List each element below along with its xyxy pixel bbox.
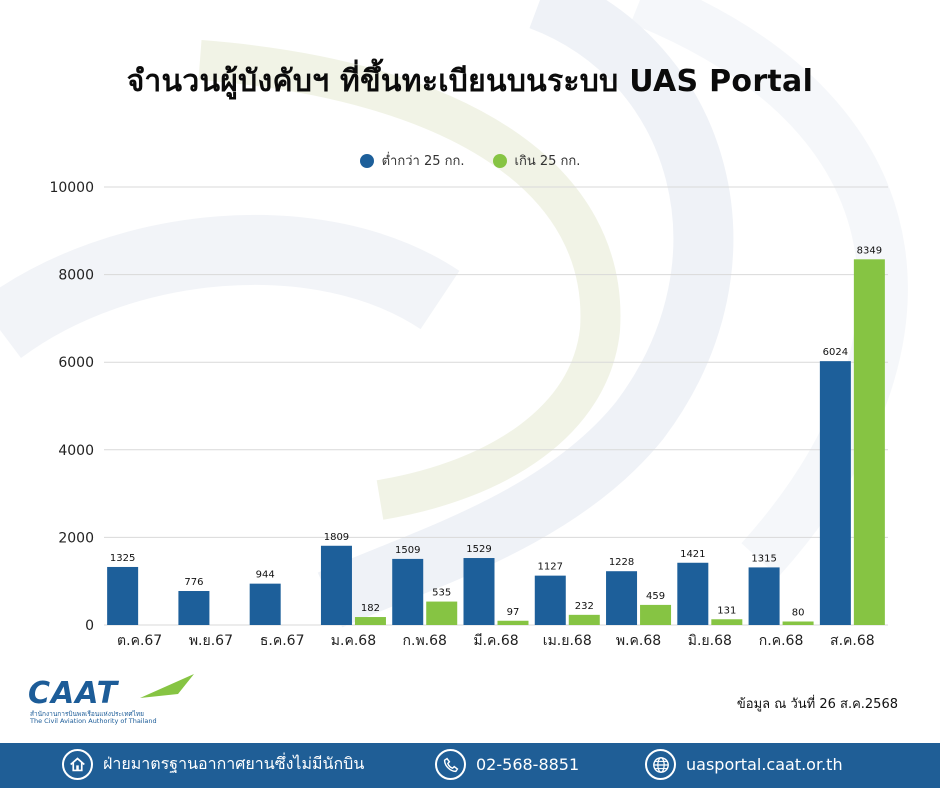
footer-phone-number[interactable]: 02-568-8851 (476, 755, 580, 774)
data-label-series-2: 8349 (857, 245, 882, 256)
legend-label-series-2: เกิน 25 กก. (514, 154, 581, 169)
logo-subtitle-thai: สำนักงานการบินพลเรือนแห่งประเทศไทย (30, 710, 144, 718)
bar-series-1 (819, 361, 851, 625)
bar-series-2 (568, 614, 600, 625)
footer-website[interactable]: uasportal.caat.or.th (645, 749, 843, 780)
data-label-series-1: 944 (256, 570, 275, 581)
x-tick-label: มิ.ย.68 (688, 633, 732, 649)
data-label-series-1: 776 (184, 577, 203, 588)
logo-wordmark: CAAT (28, 676, 119, 711)
x-tick-label: ก.ค.68 (759, 633, 804, 649)
data-label-series-1: 1809 (324, 532, 349, 543)
data-label-series-2: 459 (646, 591, 665, 602)
data-label-series-2: 131 (717, 605, 736, 616)
data-label-series-1: 1421 (680, 549, 705, 560)
bar-series-1 (320, 545, 352, 625)
y-tick-label: 8000 (58, 268, 94, 284)
phone-icon (435, 749, 466, 780)
bar-series-1 (178, 591, 210, 625)
footer-phone[interactable]: 02-568-8851 (435, 749, 579, 780)
y-tick-label: 0 (85, 618, 94, 634)
x-tick-label: พ.ค.68 (616, 633, 661, 649)
bar-series-1 (463, 558, 495, 625)
legend-item-series-1: ต่ำกว่า 25 กก. (359, 150, 465, 171)
x-tick-label: ต.ค.67 (117, 633, 162, 649)
legend-label-series-1: ต่ำกว่า 25 กก. (381, 154, 465, 169)
bar-series-2 (853, 259, 885, 625)
x-tick-label: ม.ค.68 (331, 633, 376, 649)
data-label-series-1: 1315 (751, 553, 776, 564)
data-label-series-2: 182 (361, 603, 380, 614)
caat-logo: CAAT สำนักงานการบินพลเรือนแห่งประเทศไทย … (28, 674, 194, 726)
bar-series-1 (748, 567, 780, 625)
bar-series-1 (677, 562, 709, 625)
data-source-note: ข้อมูล ณ วันที่ 26 ส.ค.2568 (736, 697, 898, 712)
bar-series-1 (534, 575, 566, 625)
y-tick-label: 10000 (49, 180, 94, 196)
x-tick-label: เม.ย.68 (543, 633, 592, 649)
bar-series-1 (606, 571, 638, 625)
x-tick-label: พ.ย.67 (189, 633, 233, 649)
footer-bar: ฝ่ายมาตรฐานอากาศยานซึ่งไม่มีนักบิน 02-56… (0, 743, 940, 788)
bar-series-2 (640, 604, 672, 625)
data-label-series-2: 535 (432, 588, 451, 599)
x-tick-label: ก.พ.68 (403, 633, 447, 649)
bar-series-2 (426, 601, 458, 625)
globe-icon (645, 749, 676, 780)
data-label-series-1: 6024 (823, 347, 848, 358)
bar-series-1 (392, 558, 424, 625)
data-label-series-1: 1127 (538, 562, 563, 573)
bar-series-2 (782, 621, 814, 625)
footer-department-label: ฝ่ายมาตรฐานอากาศยานซึ่งไม่มีนักบิน (103, 754, 365, 773)
data-label-series-2: 97 (507, 607, 520, 618)
chart-legend: ต่ำกว่า 25 กก. เกิน 25 กก. (0, 150, 940, 171)
bar-series-2 (497, 620, 529, 625)
bar-chart: 0 2000 4000 6000 8000 10000 ต.ค.67 1325 พ.ย.67 77… (49, 180, 888, 649)
y-tick-label: 2000 (58, 530, 94, 546)
bar-series-1 (107, 566, 139, 625)
data-label-series-1: 1325 (110, 553, 135, 564)
home-icon (62, 749, 93, 780)
footer-department: ฝ่ายมาตรฐานอากาศยานซึ่งไม่มีนักบิน (62, 749, 364, 780)
legend-swatch-series-2 (492, 153, 507, 168)
data-label-series-2: 232 (575, 601, 594, 612)
data-label-series-2: 80 (792, 607, 805, 618)
footer-website-url[interactable]: uasportal.caat.or.th (686, 755, 843, 774)
bar-series-2 (711, 619, 743, 625)
bar-series-1 (249, 583, 281, 625)
bar-series-2 (354, 617, 386, 625)
legend-swatch-series-1 (359, 153, 374, 168)
y-tick-label: 4000 (58, 443, 94, 459)
logo-subtitle-english: The Civil Aviation Authority of Thailand (30, 717, 157, 725)
data-label-series-1: 1529 (466, 544, 491, 555)
data-label-series-1: 1228 (609, 557, 634, 568)
y-tick-label: 6000 (58, 355, 94, 371)
chart-title: จำนวนผู้บังคับฯ ที่ขึ้นทะเบียนบนระบบ UAS… (126, 64, 814, 99)
x-tick-label: มี.ค.68 (473, 633, 518, 649)
data-label-series-1: 1509 (395, 545, 420, 556)
logo-swoosh-icon (140, 674, 194, 698)
x-tick-label: ส.ค.68 (830, 633, 875, 649)
x-tick-label: ธ.ค.67 (260, 633, 305, 649)
legend-item-series-2: เกิน 25 กก. (492, 150, 581, 171)
